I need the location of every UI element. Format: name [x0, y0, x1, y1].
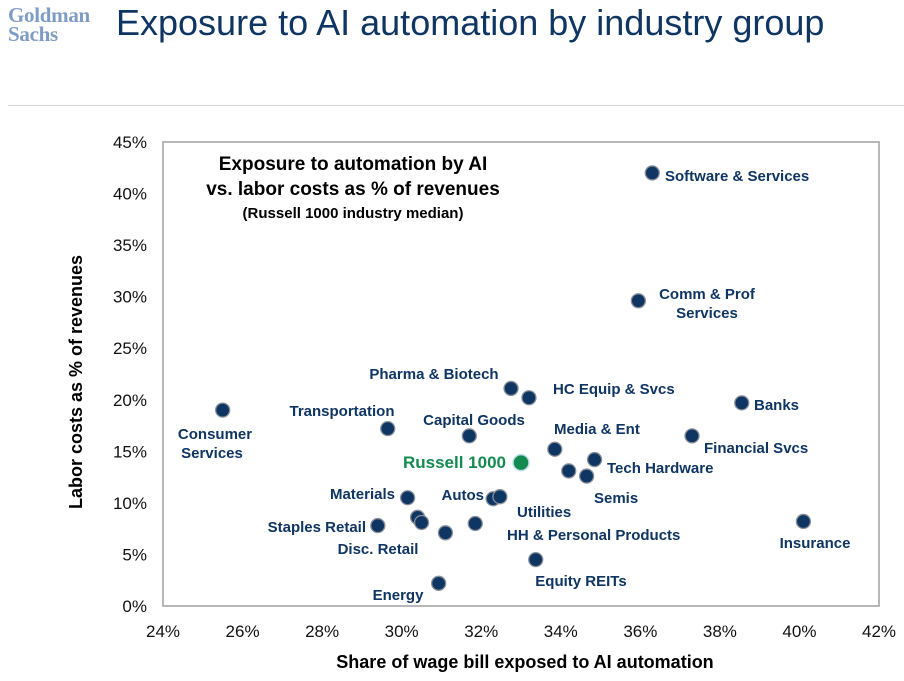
- label-consumer: Consumer: [178, 426, 252, 443]
- logo-line-1: Goldman: [8, 3, 90, 27]
- x-tick-label: 40%: [782, 622, 816, 641]
- label-banks: Banks: [754, 397, 799, 414]
- data-point: [467, 515, 483, 532]
- data-point: [380, 420, 396, 437]
- data-point: [684, 428, 700, 444]
- data-point: [492, 489, 508, 505]
- data-point: [215, 402, 231, 418]
- data-point: [521, 390, 537, 406]
- x-tick-label: 26%: [226, 622, 260, 641]
- point-labels: Software & Services Comm & Prof Services…: [178, 168, 851, 604]
- x-tick-label: 28%: [305, 622, 339, 641]
- label-insurance: Insurance: [780, 535, 851, 552]
- x-axis-ticks: 24% 26% 28% 30% 32% 34% 36% 38% 40% 42%: [146, 622, 896, 641]
- data-point: [370, 517, 386, 534]
- data-point: [561, 463, 577, 479]
- y-axis-label: Labor costs as % of revenues: [66, 255, 86, 509]
- label-materials: Materials: [330, 486, 395, 503]
- data-point-russell-1000: [512, 453, 530, 472]
- label-semis: Semis: [594, 490, 638, 507]
- y-tick-label: 15%: [113, 442, 147, 461]
- y-tick-label: 25%: [113, 339, 147, 358]
- data-point: [644, 165, 660, 181]
- x-tick-label: 38%: [703, 622, 737, 641]
- data-point: [528, 551, 544, 568]
- label-energy: Energy: [373, 587, 425, 604]
- data-point: [503, 380, 519, 397]
- label-hc-equip: HC Equip & Svcs: [553, 381, 675, 398]
- x-tick-label: 24%: [146, 622, 180, 641]
- label-transportation: Transportation: [289, 403, 394, 420]
- page-title: Exposure to AI automation by industry gr…: [116, 2, 825, 43]
- data-point: [630, 293, 646, 309]
- goldman-sachs-logo: Goldman Sachs: [8, 3, 90, 46]
- y-tick-label: 35%: [113, 236, 147, 255]
- label-hh-personal-products: HH & Personal Products: [507, 527, 680, 544]
- x-tick-label: 42%: [862, 622, 896, 641]
- data-point: [413, 514, 430, 531]
- data-point: [399, 490, 416, 506]
- label-capital-goods: Capital Goods: [423, 412, 525, 429]
- data-point: [586, 451, 603, 468]
- plot-area: [162, 141, 880, 607]
- data-point: [431, 575, 447, 591]
- x-tick-label: 30%: [385, 622, 419, 641]
- data-points: [215, 165, 812, 591]
- label-staples-retail: Staples Retail: [268, 519, 366, 536]
- label-media-ent: Media & Ent: [554, 421, 640, 438]
- data-point: [437, 525, 454, 541]
- y-tick-label: 10%: [113, 494, 147, 513]
- label-russell-1000: Russell 1000: [403, 453, 506, 472]
- y-tick-label: 45%: [113, 133, 147, 152]
- chart-subtitle: (Russell 1000 industry median): [243, 205, 464, 222]
- data-point: [734, 395, 750, 411]
- y-axis-ticks: 0% 5% 10% 15% 20% 25% 30% 35% 40% 45%: [113, 133, 147, 616]
- data-point: [461, 428, 477, 444]
- label-comm-prof-services: Services: [676, 305, 738, 322]
- label-consumer-services: Services: [181, 445, 243, 462]
- label-tech-hardware: Tech Hardware: [607, 460, 713, 477]
- label-disc-retail: Disc. Retail: [338, 541, 419, 558]
- chart-title-line-2: vs. labor costs as % of revenues: [206, 179, 500, 200]
- label-utilities: Utilities: [517, 504, 571, 521]
- logo-line-2: Sachs: [8, 22, 58, 46]
- label-pharma-biotech: Pharma & Biotech: [369, 366, 498, 383]
- y-tick-label: 40%: [113, 185, 147, 204]
- x-tick-label: 36%: [623, 622, 657, 641]
- data-point: [547, 441, 563, 457]
- label-software-services: Software & Services: [665, 168, 809, 185]
- data-point: [795, 513, 812, 530]
- label-equity-reits: Equity REITs: [535, 573, 626, 590]
- header-divider: [8, 105, 904, 106]
- data-point: [578, 468, 595, 484]
- x-axis-label: Share of wage bill exposed to AI automat…: [336, 652, 713, 672]
- label-comm-prof: Comm & Prof: [659, 286, 756, 303]
- label-autos: Autos: [442, 487, 485, 504]
- y-tick-label: 30%: [113, 288, 147, 307]
- chart-title-line-1: Exposure to automation by AI: [219, 154, 488, 175]
- x-tick-label: 34%: [544, 622, 578, 641]
- y-tick-label: 0%: [122, 597, 147, 616]
- y-tick-label: 5%: [122, 545, 147, 564]
- x-tick-label: 32%: [464, 622, 498, 641]
- label-financial-svcs: Financial Svcs: [704, 440, 808, 457]
- y-tick-label: 20%: [113, 391, 147, 410]
